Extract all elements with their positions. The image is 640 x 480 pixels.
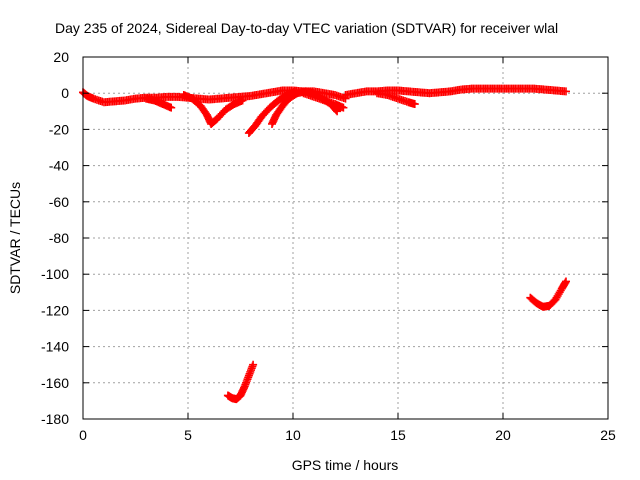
y-tick-label: -60 [49,194,69,210]
y-tick-label: -40 [49,158,69,174]
y-tick-label: 20 [53,49,69,65]
x-tick-label: 10 [285,427,301,443]
y-tick-label: -180 [41,411,69,427]
series-baseline-late [341,84,570,100]
series-arc-6h [179,91,247,128]
x-tick-label: 15 [390,427,406,443]
data-point [562,277,570,286]
y-tick-label: -80 [49,230,69,246]
x-tick-label: 5 [184,427,192,443]
x-tick-label: 25 [600,427,616,443]
series-arc-15h [373,89,419,109]
y-axis-label: SDTVAR / TECUs [7,182,23,294]
data-point [249,360,258,369]
chart-title: Day 235 of 2024, Sidereal Day-to-day VTE… [55,20,558,36]
data-point [339,103,348,112]
y-tick-label: -100 [41,266,69,282]
data-point [410,100,419,109]
y-tick-label: 0 [61,85,69,101]
x-tick-label: 20 [495,427,511,443]
series-drop-7h [223,360,258,404]
series-arc-4h [142,94,176,112]
y-tick-label: -20 [49,121,69,137]
x-tick-label: 0 [79,427,87,443]
series-drop-22h [526,277,570,311]
series-arc-8h [244,87,300,138]
axes: 0 5 10 15 20 25 20 0 -20 -40 -60 -80 -100 -120 -140 -16… [41,49,616,443]
series-arc-11h [299,89,348,112]
data-point [167,103,176,112]
data-point [238,96,247,105]
grid [83,57,608,419]
data-points [79,84,570,404]
y-tick-label: -140 [41,339,69,355]
y-tick-label: -120 [41,302,69,318]
data-point [562,87,570,96]
y-tick-label: -160 [41,375,69,391]
x-axis-label: GPS time / hours [292,457,399,473]
